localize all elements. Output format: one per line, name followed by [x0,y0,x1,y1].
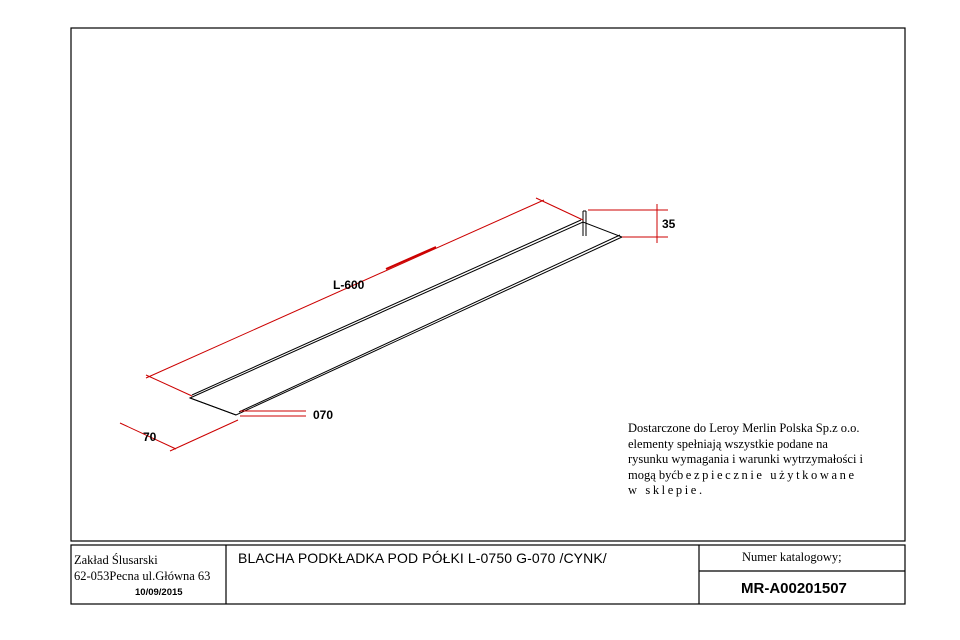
part-title: BLACHA PODKŁADKA POD PÓŁKI L-0750 G-070 … [238,550,607,566]
note-line-4: mogą byćbezpiecznie użytkowane [628,468,898,484]
drawing-frame [70,27,906,542]
certification-note: Dostarczone do Leroy Merlin Polska Sp.z … [628,421,898,499]
height-dimension-label: 35 [662,217,676,231]
note-line-1: Dostarczone do Leroy Merlin Polska Sp.z … [628,421,860,435]
plate-outline [188,219,624,416]
company-name: Zakład Ślusarski [74,553,158,567]
dimension-lines [119,197,668,452]
note-line-5: w sklepie. [628,483,705,497]
note-line-4-start: mogą być [628,467,677,482]
width-dimension-label: 70 [143,430,157,444]
flange-dimension-label: 070 [313,408,334,422]
note-line-3: rysunku wymagania i warunki wytrzymałośc… [628,452,864,466]
drawing-date: 10/09/2015 [135,587,183,598]
note-line-2: elementy spełniają wszystkie podane na [628,436,828,451]
company-address: 62-053Pecna ul.Główna 63 [74,569,211,583]
catalog-number: MR-A00201507 [741,580,847,597]
catalog-number-label: Numer katalogowy; [742,550,842,564]
plate-flange [582,210,587,236]
title-block-lines [70,544,906,605]
length-dimension-label: L-600 [333,278,365,292]
note-line-4-spaced: bezpiecznie użytkowane [676,467,857,482]
